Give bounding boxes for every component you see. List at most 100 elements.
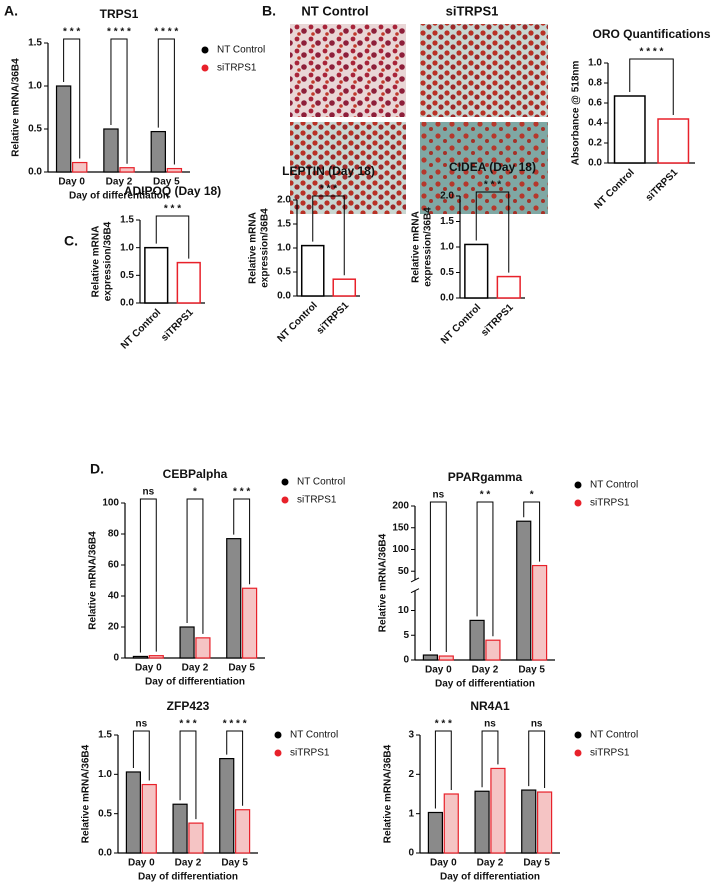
y-tick-label: 2.0 [277, 195, 291, 206]
y-tick-label: 1.5 [277, 219, 291, 230]
image-label: siTRPS1 [446, 3, 499, 18]
x-tick-label: Day 2 [472, 665, 499, 676]
x-tick-label: siTRPS1 [644, 167, 681, 204]
legend-marker [574, 481, 582, 489]
significance-label: * * * [63, 27, 80, 38]
significance-bracket [139, 498, 157, 653]
significance-label: * [193, 487, 197, 498]
significance-label: * [530, 490, 534, 501]
significance-label: * * * * [154, 27, 178, 38]
bar [496, 275, 521, 299]
bar [422, 654, 438, 661]
y-tick-label: 150 [392, 522, 409, 533]
y-tick-label: 0 [408, 848, 414, 859]
bar [536, 791, 553, 854]
y-axis-label: Relative mRNA [91, 226, 102, 298]
y-axis-label: Relative mRNA/36B4 [378, 533, 389, 632]
significance-label: ns [142, 487, 154, 498]
significance-label: * * [480, 490, 491, 501]
y-tick-label: 0.5 [440, 267, 454, 278]
y-tick-label: 0.4 [588, 118, 602, 129]
bar [144, 246, 169, 304]
y-tick-label: 2 [408, 769, 414, 780]
panel-label: C. [64, 233, 78, 249]
chart-title: ZFP423 [167, 699, 210, 713]
legend-marker [574, 749, 582, 757]
chart-title: LEPTIN (Day 18) [282, 164, 375, 178]
bar [72, 161, 88, 173]
x-axis-label: Day of differentiation [440, 872, 540, 883]
x-tick-label: Day 5 [221, 858, 248, 869]
chart-title: CIDEA (Day 18) [449, 160, 536, 174]
legend-label: siTRPS1 [290, 748, 330, 759]
bar [119, 167, 135, 173]
significance-bracket [226, 730, 244, 806]
chart-title: TRPS1 [100, 7, 139, 21]
y-axis-label: expression/36B4 [423, 207, 434, 287]
x-tick-label: Day 2 [477, 858, 504, 869]
y-tick-label: 20 [108, 622, 120, 633]
y-tick-label: 5 [403, 630, 409, 641]
bar [300, 244, 325, 297]
bar [55, 85, 72, 173]
legend-marker [281, 496, 289, 504]
significance-bracket [233, 498, 251, 585]
x-tick-label: Day 0 [135, 663, 162, 674]
bar [166, 167, 183, 173]
significance-label: ns [531, 719, 543, 730]
significance-bracket [312, 195, 345, 276]
x-tick-label: Day 5 [153, 177, 180, 188]
y-tick-label: 1.0 [98, 769, 112, 780]
legend-label: siTRPS1 [590, 748, 630, 759]
legend-label: NT Control [217, 45, 265, 56]
y-tick-label: 100 [392, 544, 409, 555]
bar [179, 626, 195, 659]
y-tick-label: 1.0 [28, 81, 42, 92]
y-tick-label: 1.0 [588, 58, 602, 69]
y-tick-label: 200 [392, 501, 409, 512]
legend-marker [201, 64, 209, 72]
y-tick-label: 0.0 [98, 848, 112, 859]
legend-label: NT Control [590, 730, 638, 741]
y-tick-label: 3 [408, 730, 414, 741]
x-tick-label: Day 2 [106, 177, 133, 188]
x-tick-label: NT Control [119, 307, 163, 351]
bar [188, 822, 204, 854]
panel-label: A. [4, 3, 18, 19]
x-tick-label: Day 5 [228, 663, 255, 674]
y-tick-label: 2.0 [440, 191, 454, 202]
significance-bracket [629, 58, 674, 115]
x-axis-label: Day of differentiation [435, 679, 535, 690]
bar [132, 655, 148, 659]
bar [613, 95, 646, 164]
y-tick-label: 0.0 [440, 293, 454, 304]
bar [242, 587, 258, 659]
significance-label: ns [135, 719, 147, 730]
bar [125, 771, 142, 854]
y-tick-label: 0.5 [28, 124, 42, 135]
bar [474, 790, 490, 854]
micrograph [420, 122, 548, 214]
y-tick-label: 1.0 [277, 243, 291, 254]
chart-title: ORO Quantifications [592, 27, 710, 41]
y-tick-label: 100 [102, 498, 119, 509]
x-tick-label: Day 2 [182, 663, 209, 674]
bar [226, 538, 242, 659]
legend-marker [274, 731, 282, 739]
y-tick-label: 0.0 [588, 158, 602, 169]
bar [235, 809, 251, 854]
chart-title: ADIPOQ (Day 18) [124, 184, 221, 198]
significance-bracket [132, 730, 150, 781]
legend-marker [281, 478, 289, 486]
legend-label: siTRPS1 [217, 63, 257, 74]
y-tick-label: 0 [403, 655, 409, 666]
y-tick-label: 1.0 [440, 242, 454, 253]
bar [103, 128, 119, 173]
bar [172, 803, 188, 854]
significance-bracket [110, 38, 128, 164]
x-axis-label: Day of differentiation [138, 872, 238, 883]
x-tick-label: Day 5 [518, 665, 545, 676]
x-tick-label: Day 2 [175, 858, 202, 869]
y-axis-label: expression/36B4 [260, 208, 271, 288]
y-tick-label: 1.5 [120, 215, 134, 226]
